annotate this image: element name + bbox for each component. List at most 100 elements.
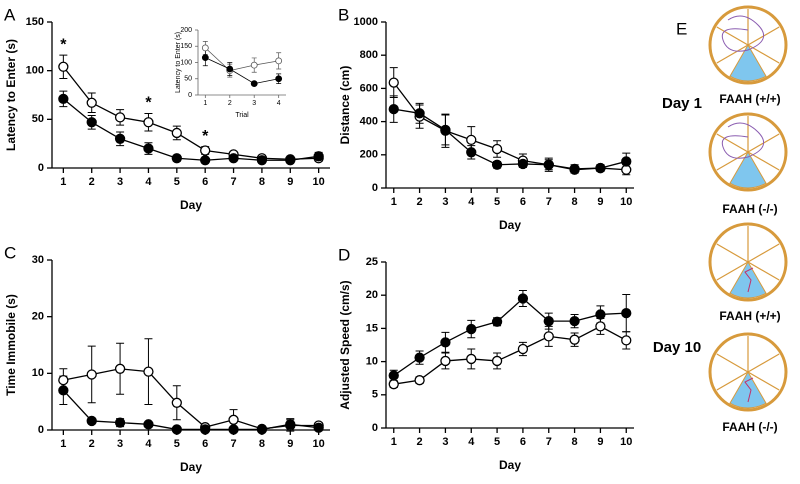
genotype-label: FAAH (+/+): [719, 92, 780, 106]
target-zone: [729, 370, 767, 409]
y-tick-label: 400: [360, 116, 378, 128]
series-line: [205, 47, 279, 72]
data-point: [595, 321, 606, 332]
data-point: [440, 355, 451, 367]
y-axis-label: Adjusted Speed (cm/s): [338, 280, 352, 409]
data-point: [491, 143, 503, 155]
y-axis-label: Latency to Enter (s): [4, 39, 18, 151]
data-point: [414, 352, 425, 363]
data-point: [313, 151, 324, 162]
data-point: [58, 374, 69, 386]
y-tick-label: 10: [32, 367, 44, 379]
data-point: [201, 44, 209, 52]
series-line: [62, 389, 319, 431]
x-tick-label: 4: [468, 196, 475, 208]
maze-arm: [716, 26, 749, 46]
x-tick-label: 1: [391, 196, 397, 208]
maze-arm: [716, 151, 749, 171]
day-label: Day 1: [662, 95, 702, 112]
x-axis-label: Day: [499, 458, 521, 472]
data-point: [250, 80, 258, 88]
data-point: [86, 415, 97, 427]
maze-arm: [716, 371, 749, 391]
y-tick-label: 10: [366, 356, 378, 368]
y-axis-label: Distance (cm): [338, 66, 352, 145]
data-point: [256, 424, 268, 435]
x-tick-label: 8: [572, 436, 578, 448]
day-label: Day 10: [653, 339, 701, 356]
series-line: [62, 98, 319, 161]
x-tick-label: 3: [117, 176, 123, 188]
x-tick-label: 5: [174, 176, 180, 188]
data-point: [595, 309, 606, 320]
data-point: [466, 134, 477, 146]
significance-marker: *: [145, 95, 152, 112]
data-point: [517, 158, 529, 170]
data-point: [250, 61, 258, 69]
x-tick-label: 9: [597, 436, 603, 448]
data-point: [569, 315, 580, 327]
data-point: [543, 331, 554, 342]
data-point: [86, 369, 97, 380]
x-tick-label: 10: [313, 438, 325, 450]
y-tick-label: 0: [188, 92, 192, 99]
maze-diagram: [708, 222, 788, 302]
y-axis-label: Latency to Enter (s): [175, 32, 182, 93]
x-tick-label: 1: [203, 100, 207, 107]
genotype-label: FAAH (-/-): [722, 420, 777, 434]
y-tick-label: 5: [372, 389, 378, 401]
maze-arm: [716, 243, 749, 263]
data-point: [86, 117, 97, 128]
data-point: [143, 419, 154, 430]
series-line: [393, 108, 627, 171]
x-tick-label: 10: [620, 196, 632, 208]
maze-arm: [747, 353, 780, 373]
x-tick-label: 7: [546, 196, 552, 208]
data-point: [285, 155, 296, 166]
data-point: [466, 353, 477, 365]
y-tick-label: 600: [360, 82, 378, 94]
y-tick-label: 100: [180, 59, 192, 66]
series-line: [205, 57, 279, 85]
data-point: [228, 153, 239, 164]
x-tick-label: 9: [597, 196, 603, 208]
data-point: [491, 355, 503, 367]
data-point: [114, 133, 126, 144]
data-point: [171, 127, 182, 139]
data-point: [414, 375, 425, 386]
x-axis-label: Day: [180, 460, 202, 474]
significance-marker: *: [60, 36, 67, 53]
y-tick-label: 15: [366, 322, 378, 334]
x-tick-label: 3: [442, 196, 448, 208]
data-point: [275, 75, 283, 83]
x-tick-label: 6: [202, 176, 208, 188]
data-point: [143, 366, 154, 377]
x-tick-label: 1: [60, 438, 66, 450]
x-tick-label: 3: [442, 436, 448, 448]
data-point: [58, 93, 69, 105]
x-tick-label: 4: [277, 100, 281, 107]
data-point: [595, 162, 606, 174]
x-tick-label: 6: [520, 436, 526, 448]
data-point: [414, 108, 425, 119]
x-tick-label: 8: [259, 438, 265, 450]
data-point: [171, 397, 182, 408]
swim-path: [744, 377, 754, 403]
y-tick-label: 150: [180, 43, 192, 50]
data-point: [143, 117, 154, 128]
maze-arm: [716, 353, 749, 373]
x-tick-label: 10: [620, 436, 632, 448]
data-point: [313, 422, 324, 433]
y-tick-label: 0: [372, 422, 378, 434]
x-axis-label: Day: [180, 198, 202, 212]
target-zone: [729, 44, 767, 82]
x-tick-label: 1: [60, 176, 66, 188]
data-point: [517, 343, 529, 355]
data-point: [114, 363, 126, 374]
swim-path: [721, 122, 765, 159]
data-point: [200, 155, 211, 166]
x-tick-label: 6: [520, 196, 526, 208]
data-point: [58, 61, 69, 72]
y-tick-label: 0: [372, 182, 378, 194]
